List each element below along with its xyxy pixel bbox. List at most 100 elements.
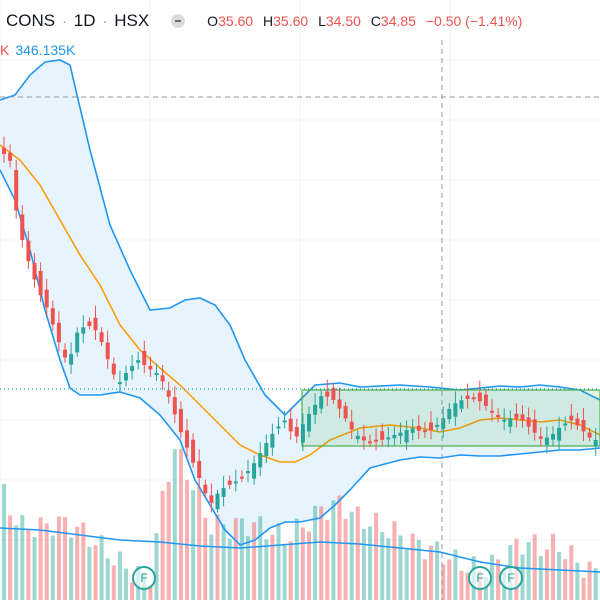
- candle-body: [429, 422, 433, 431]
- candle-body: [197, 461, 202, 478]
- volume-bar: [483, 577, 488, 600]
- candle-body: [435, 424, 440, 427]
- candle-body: [307, 414, 311, 432]
- volume-bar: [93, 545, 98, 600]
- candle-body: [105, 342, 110, 360]
- candle-body: [526, 417, 531, 427]
- low-label: L: [318, 13, 326, 29]
- volume-bar: [276, 523, 281, 600]
- candle-body: [392, 435, 397, 439]
- event-flag-icon[interactable]: F: [132, 566, 156, 590]
- event-flag-label: F: [507, 571, 515, 585]
- volume-bar: [386, 538, 391, 600]
- volume-bar: [38, 517, 43, 600]
- volume-bar: [551, 533, 555, 600]
- candle-body: [508, 418, 513, 427]
- candle-body: [185, 430, 189, 448]
- candle-body: [386, 437, 391, 440]
- candle-body: [441, 418, 446, 429]
- volume-bar: [294, 518, 299, 600]
- interval-label[interactable]: 1D: [73, 11, 96, 30]
- candle-body: [471, 397, 476, 400]
- event-flag-icon[interactable]: F: [499, 566, 523, 590]
- candle-body: [32, 262, 37, 280]
- candle-body: [44, 289, 49, 308]
- volume-bar: [325, 520, 330, 600]
- candle-body: [252, 463, 257, 479]
- separator: ·: [62, 13, 67, 29]
- candle-body: [361, 436, 366, 441]
- candle-body: [282, 420, 287, 423]
- volume-bar: [374, 512, 379, 600]
- volume-bar: [575, 562, 580, 600]
- candle-body: [246, 471, 250, 474]
- candle-body: [422, 430, 427, 433]
- candle-body: [203, 484, 208, 494]
- bollinger-lower-line: [0, 169, 600, 546]
- volume-value: 346.135K: [15, 42, 76, 58]
- volume-label: K: [0, 42, 10, 58]
- volume-bar: [81, 522, 86, 600]
- candle-body: [69, 354, 74, 365]
- volume-bar: [368, 526, 372, 600]
- volume-bar: [20, 515, 25, 600]
- volume-bar: [288, 541, 293, 600]
- volume-ma-line: [0, 527, 600, 573]
- volume-bar: [227, 538, 232, 600]
- volume-bar: [14, 525, 19, 600]
- candle-body: [20, 214, 25, 241]
- candle-body: [349, 421, 354, 430]
- candle-body: [343, 405, 348, 419]
- volume-bar: [416, 539, 421, 600]
- candle-body: [319, 396, 324, 409]
- candle-body: [215, 493, 220, 510]
- candle-body: [160, 375, 165, 382]
- volume-bar: [581, 577, 586, 600]
- candle-body: [130, 365, 135, 371]
- candle-body: [453, 403, 458, 417]
- candle-body: [514, 413, 519, 419]
- event-flag-label: F: [476, 571, 484, 585]
- ohlc-values: O35.60 H35.60 L34.50 C34.85 −0.50 (−1.41…: [207, 13, 528, 29]
- candle-body: [581, 419, 586, 432]
- high-label: H: [263, 13, 274, 29]
- exchange-label: HSX: [114, 11, 150, 30]
- volume-bar: [557, 551, 562, 600]
- volume-bar: [453, 549, 458, 600]
- volume-legend: K 346.135K: [0, 42, 75, 58]
- volume-bar: [307, 531, 311, 600]
- volume-bar: [258, 516, 263, 600]
- candle-body: [87, 321, 92, 326]
- volume-bar: [87, 547, 92, 600]
- candle-body: [477, 392, 482, 402]
- candle-body: [75, 332, 80, 353]
- event-flag-icon[interactable]: F: [468, 566, 492, 590]
- volume-bar: [172, 449, 177, 600]
- volume-bar: [111, 565, 116, 600]
- candle-body: [313, 404, 318, 415]
- bollinger-upper-line: [0, 59, 600, 417]
- volume-bar: [130, 582, 135, 600]
- collapse-legend-icon[interactable]: [171, 14, 186, 28]
- volume-bar: [99, 535, 104, 600]
- candle-body: [465, 395, 470, 399]
- open-value: 35.60: [218, 13, 254, 29]
- moving-average-line: [0, 144, 600, 463]
- candle-body: [538, 436, 543, 439]
- candle-body: [447, 409, 452, 420]
- volume-bar: [233, 518, 238, 600]
- volume-bar: [465, 572, 470, 600]
- volume-bar: [410, 533, 415, 600]
- open-label: O: [207, 13, 219, 29]
- symbol-name[interactable]: CONS: [6, 11, 56, 30]
- candle-body: [288, 418, 293, 432]
- volume-bar: [422, 559, 427, 600]
- candle-body: [227, 480, 232, 485]
- volume-bar: [392, 521, 397, 600]
- volume-bar: [44, 523, 49, 600]
- volume-bar: [105, 558, 110, 600]
- candle-body: [276, 426, 281, 429]
- candle-body: [483, 394, 488, 406]
- candle-body: [325, 391, 330, 397]
